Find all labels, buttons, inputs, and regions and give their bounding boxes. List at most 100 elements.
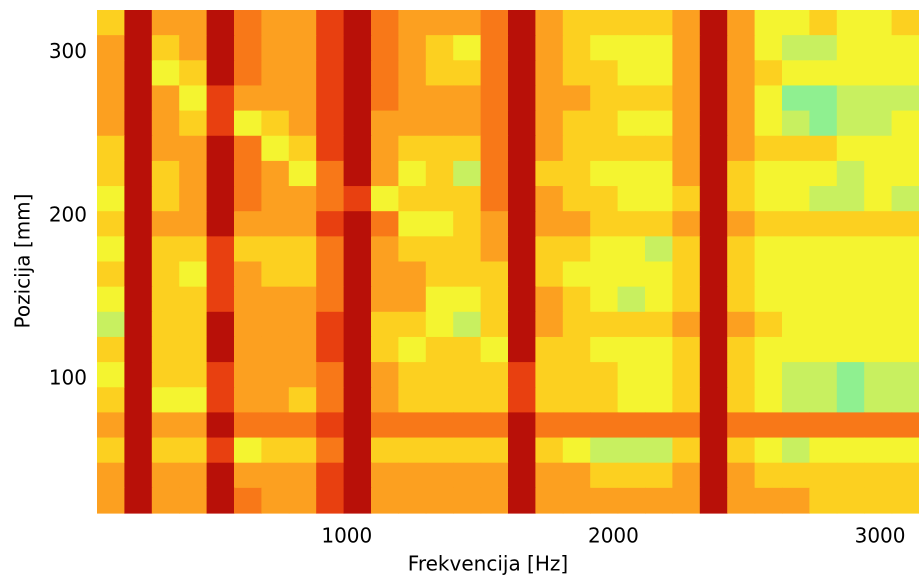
heatmap-cell [453,211,482,237]
heatmap-cell [371,160,399,187]
heatmap-cell [371,186,399,212]
heatmap-cell [754,236,783,263]
heatmap-cell [754,60,783,87]
heatmap-cell [179,437,208,464]
heatmap-cell [261,336,290,363]
heatmap-cell [590,412,619,439]
heatmap-cell [508,186,536,212]
heatmap-cell [151,60,180,87]
heatmap-cell [97,211,125,237]
heatmap-cell [151,336,180,363]
heatmap-cell [261,437,290,464]
heatmap-cell [617,362,646,388]
heatmap-cell [179,160,208,187]
heatmap-cell [206,110,235,137]
heatmap-cell [727,186,756,212]
heatmap-cell [453,261,482,288]
heatmap-cell [151,236,180,263]
heatmap-cell [371,311,399,338]
heatmap-cell [699,135,728,162]
heatmap-cell [261,160,290,187]
heatmap-cell [288,211,317,237]
heatmap-cell [371,286,399,313]
heatmap-cell [288,437,317,464]
heatmap-cell [124,160,153,187]
heatmap-cell [508,211,536,237]
heatmap-cell [261,286,290,313]
heatmap-cell [672,186,701,212]
heatmap-cell [864,85,893,112]
heatmap-cell [151,412,180,439]
heatmap-cell [535,311,564,338]
heatmap-cell [590,186,619,212]
heatmap-cell [206,412,235,439]
heatmap-cell [425,110,454,137]
heatmap-cell [672,412,701,439]
heatmap-cell [453,110,482,137]
heatmap-cell [836,487,865,514]
heatmap-cell [343,110,372,137]
heatmap-cell [371,211,399,237]
heatmap-cell [261,462,290,489]
heatmap-cell [261,110,290,137]
heatmap-cell [124,60,153,87]
heatmap-cell [398,110,427,137]
heatmap-cell [562,261,591,288]
heatmap-cell [453,236,482,263]
heatmap-cell [316,261,345,288]
heatmap-cell [398,60,427,87]
heatmap-cell [672,110,701,137]
heatmap-cell [672,135,701,162]
heatmap-cell [453,85,482,112]
heatmap-cell [453,311,482,338]
heatmap-cell [699,412,728,439]
heatmap-cell [425,160,454,187]
heatmap-cell [234,437,262,464]
heatmap-cell [590,336,619,363]
heatmap-cell [453,462,482,489]
heatmap-cell [891,110,919,137]
heatmap-cell [371,387,399,413]
heatmap-cell [864,487,893,514]
heatmap-cell [206,236,235,263]
heatmap-cell [124,110,153,137]
heatmap-cell [590,437,619,464]
heatmap-cell [234,110,262,137]
heatmap-cell [453,286,482,313]
heatmap-cell [480,186,509,212]
heatmap-cell [343,362,372,388]
heatmap-cell [809,336,838,363]
heatmap-cell [809,85,838,112]
heatmap-cell [864,211,893,237]
heatmap-cell [617,437,646,464]
heatmap-cell [836,462,865,489]
heatmap-cell [151,362,180,388]
heatmap-cell [124,311,153,338]
heatmap-cell [480,362,509,388]
heatmap-cell [891,462,919,489]
heatmap-cell [699,437,728,464]
heatmap-cell [617,462,646,489]
heatmap-cell [782,60,810,87]
heatmap-cell [891,135,919,162]
heatmap-cell [343,160,372,187]
heatmap-cell [343,286,372,313]
heatmap-cell [425,362,454,388]
heatmap-cell [288,10,317,36]
heatmap-cell [672,286,701,313]
heatmap-cell [234,387,262,413]
heatmap-cell [151,211,180,237]
heatmap-cell [864,186,893,212]
heatmap-cell [234,135,262,162]
heatmap-cell [97,135,125,162]
heatmap-cell [809,437,838,464]
heatmap-cell [645,236,673,263]
heatmap-cell [179,110,208,137]
heatmap-cell [453,437,482,464]
heatmap-cell [179,336,208,363]
heatmap-cell [288,487,317,514]
heatmap-cell [288,110,317,137]
heatmap-cell [672,362,701,388]
heatmap-cell [97,110,125,137]
x-tick-label: 3000 [855,524,906,548]
